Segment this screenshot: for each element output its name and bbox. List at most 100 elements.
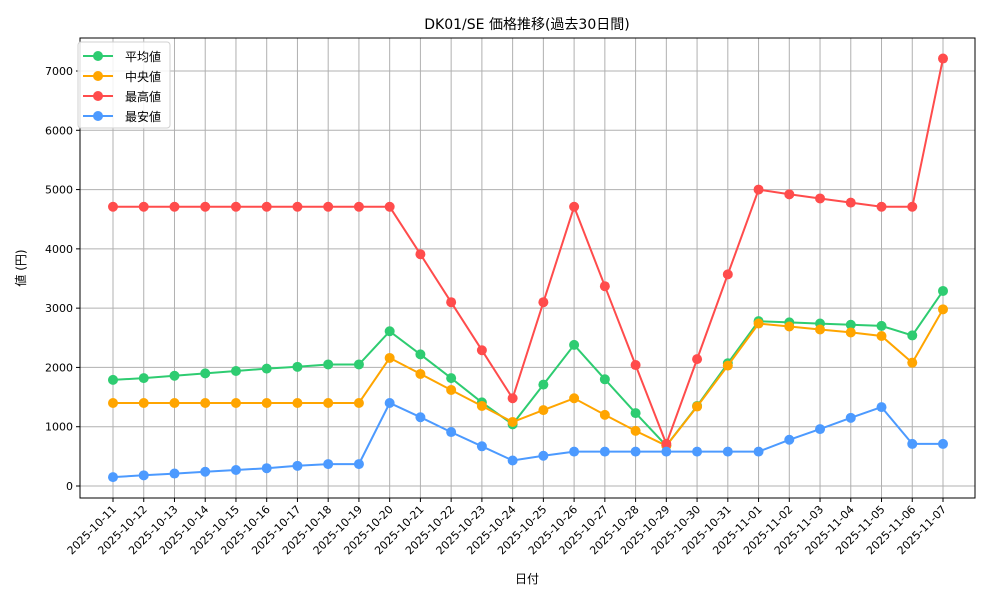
legend-marker-icon [93, 51, 103, 61]
data-point [138, 398, 149, 408]
data-point [876, 402, 887, 413]
data-point [722, 446, 733, 457]
series-0 [108, 285, 948, 451]
data-point [938, 304, 948, 315]
legend-box [77, 41, 171, 129]
y-tick-label: 1000 [45, 421, 73, 434]
data-point [661, 438, 672, 449]
data-point [569, 201, 580, 212]
data-point [384, 352, 395, 363]
data-point [230, 398, 241, 408]
data-point [815, 424, 826, 435]
x-axis: 2025-10-112025-10-122025-10-132025-10-14… [65, 498, 949, 557]
data-point [938, 53, 948, 64]
data-point [292, 201, 303, 212]
data-point [569, 393, 580, 404]
y-tick-label: 7000 [45, 65, 73, 78]
data-point [722, 360, 733, 371]
data-point [169, 398, 180, 408]
series-2 [108, 53, 948, 449]
data-point [323, 201, 334, 212]
data-point [384, 326, 395, 337]
legend-item: 最高値 [83, 89, 161, 104]
data-point [599, 281, 610, 292]
data-point [692, 354, 703, 365]
legend-label: 最高値 [125, 89, 161, 104]
series-line [112, 290, 944, 448]
data-point [169, 370, 180, 381]
legend-item: 中央値 [83, 69, 161, 84]
series-line [113, 58, 944, 447]
data-point [353, 398, 364, 408]
data-point [446, 384, 457, 395]
data-point [353, 201, 364, 212]
data-point [230, 365, 241, 376]
data-point [415, 349, 426, 360]
data-point [753, 446, 764, 457]
legend-marker-icon [93, 71, 103, 81]
data-point [845, 327, 856, 338]
series-1 [108, 304, 948, 451]
y-axis: 0 1000 2000 3000 4000 5000 6000 7000 [45, 65, 80, 493]
data-point [476, 400, 487, 411]
data-point [876, 201, 887, 212]
data-point [292, 398, 303, 408]
data-point [907, 330, 918, 341]
data-point [415, 412, 426, 423]
data-point [876, 331, 887, 342]
data-point [108, 374, 118, 385]
data-point [784, 321, 795, 332]
legend-label: 中央値 [125, 69, 161, 84]
data-point [692, 446, 703, 457]
y-tick-label: 3000 [45, 302, 73, 315]
data-point [569, 446, 580, 457]
data-point [138, 201, 149, 212]
data-point [938, 285, 948, 296]
data-point [384, 201, 395, 212]
y-tick-label: 4000 [45, 243, 73, 256]
series-3 [108, 398, 948, 483]
data-point [599, 409, 610, 420]
data-point [876, 320, 887, 331]
legend-item: 平均値 [83, 49, 161, 64]
data-point [200, 368, 211, 379]
data-point [630, 408, 641, 419]
data-point [323, 359, 334, 370]
data-point [200, 466, 211, 477]
data-point [569, 339, 580, 350]
data-point [753, 318, 764, 329]
data-point [384, 398, 395, 408]
legend-label: 平均値 [125, 49, 161, 64]
data-point [261, 201, 272, 212]
data-point [261, 463, 272, 474]
data-point [169, 201, 180, 212]
data-point [261, 398, 272, 408]
data-point [815, 324, 826, 335]
series-line [112, 401, 943, 479]
data-point [230, 201, 241, 212]
data-point [476, 441, 487, 452]
data-point [108, 398, 118, 408]
data-point [599, 446, 610, 457]
data-point [507, 393, 518, 404]
data-point [446, 297, 457, 308]
data-point [353, 459, 364, 470]
legend-marker-icon [93, 91, 103, 101]
data-point [938, 438, 948, 449]
data-point [446, 427, 457, 438]
data-point [845, 197, 856, 208]
x-axis-label: 日付 [515, 572, 539, 586]
legend-item: 最安値 [83, 109, 161, 124]
data-point [476, 345, 487, 356]
data-point [323, 398, 334, 408]
data-point [138, 373, 149, 384]
data-point [138, 470, 149, 481]
data-point [292, 361, 303, 372]
data-point [784, 434, 795, 445]
data-point [200, 201, 211, 212]
data-point [538, 450, 549, 461]
series-lines [108, 53, 948, 483]
grid-lines [80, 38, 975, 498]
data-point [722, 269, 733, 280]
data-point [169, 468, 180, 479]
